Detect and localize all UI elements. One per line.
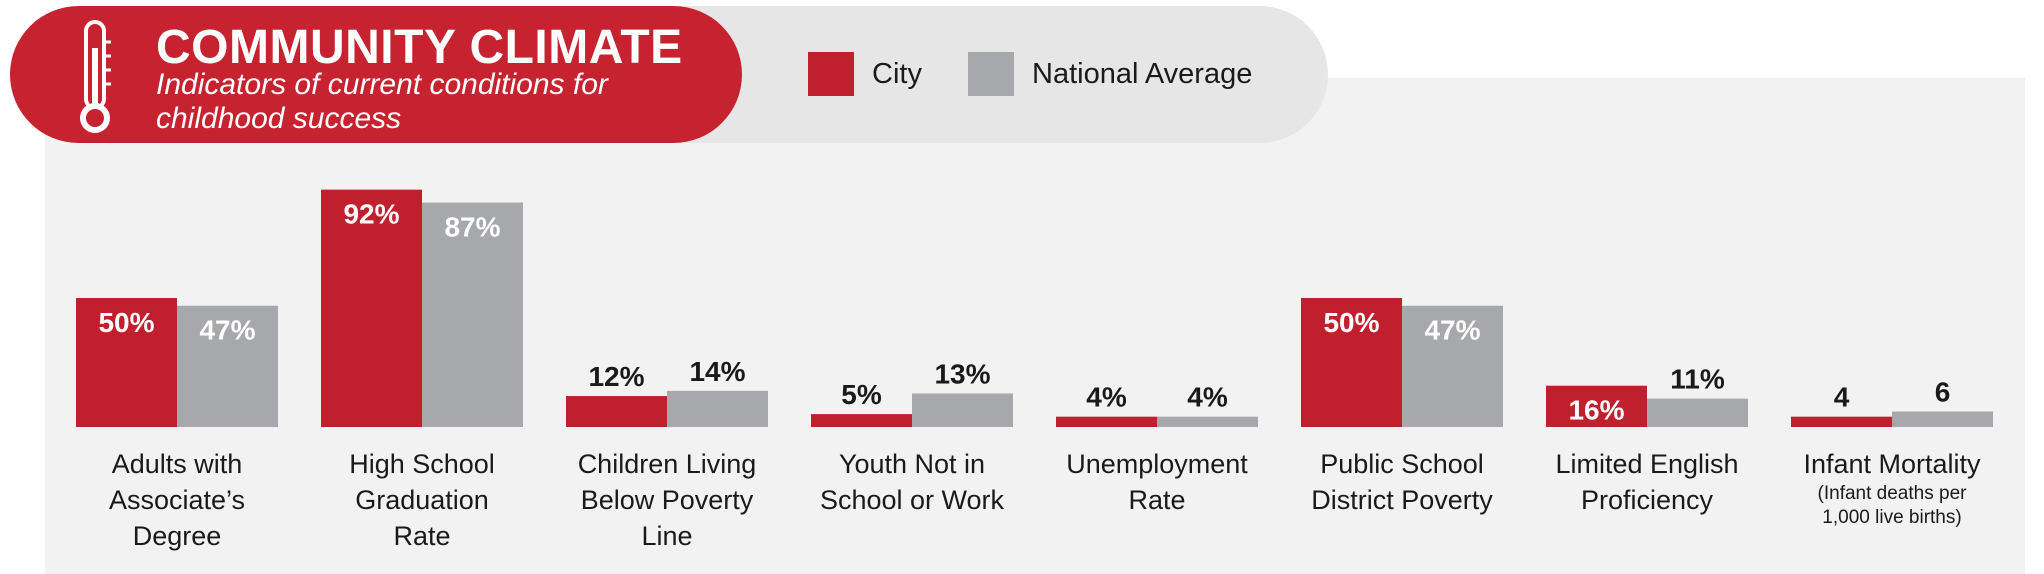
- legend-item-city: City: [808, 52, 922, 96]
- bar-city-unemployment-rate: [1056, 416, 1157, 427]
- category-label-text: Unemployment Rate: [1066, 449, 1248, 515]
- legend-label-national: National Average: [1032, 57, 1253, 90]
- bar-national-public-school-district-poverty: [1402, 305, 1503, 427]
- value-label-national-high-school-graduation-rate: 87%: [444, 212, 500, 243]
- category-label-text: High School Graduation Rate: [349, 449, 495, 551]
- bar-national-children-living-below-poverty-line: [667, 390, 768, 427]
- header-banner: COMMUNITY CLIMATE Indicators of current …: [10, 6, 742, 143]
- category-label-children-living-below-poverty-line: Children Living Below Poverty Line: [547, 446, 787, 554]
- value-label-city-high-school-graduation-rate: 92%: [343, 199, 399, 230]
- legend-item-national: National Average: [968, 52, 1252, 96]
- value-label-national-limited-english-proficiency: 11%: [1670, 364, 1725, 395]
- value-label-city-unemployment-rate: 4%: [1086, 382, 1127, 413]
- bar-city-infant-mortality: [1791, 416, 1892, 427]
- category-label-text: Limited English Proficiency: [1555, 449, 1739, 515]
- legend-label-city: City: [872, 57, 922, 90]
- value-label-city-public-school-district-poverty: 50%: [1323, 307, 1379, 338]
- value-label-city-infant-mortality: 4: [1834, 382, 1850, 413]
- bar-city-public-school-district-poverty: [1301, 298, 1402, 427]
- category-label-text: Children Living Below Poverty Line: [577, 449, 757, 551]
- category-label-high-school-graduation-rate: High School Graduation Rate: [302, 446, 542, 554]
- bar-national-unemployment-rate: [1157, 416, 1258, 427]
- value-label-city-youth-not-in-school-or-work: 5%: [841, 379, 882, 410]
- category-label-infant-mortality: Infant Mortality (Infant deaths per 1,000 …: [1772, 446, 2012, 530]
- chart-subtitle: Indicators of current conditions for chi…: [156, 68, 608, 135]
- bar-national-infant-mortality: [1892, 411, 1993, 427]
- legend-swatch-national: [968, 52, 1014, 96]
- category-label-public-school-district-poverty: Public School District Poverty: [1282, 446, 1522, 518]
- category-label-text: Youth Not in School or Work: [819, 449, 1005, 515]
- bar-national-high-school-graduation-rate: [422, 202, 523, 427]
- category-label-limited-english-proficiency: Limited English Proficiency: [1527, 446, 1767, 518]
- value-label-national-children-living-below-poverty-line: 14%: [689, 356, 745, 387]
- chart-title: COMMUNITY CLIMATE: [156, 21, 683, 74]
- category-label-unemployment-rate: Unemployment Rate: [1037, 446, 1277, 518]
- value-label-national-adults-with-associate-s-degree: 47%: [199, 315, 255, 346]
- value-label-city-adults-with-associate-s-degree: 50%: [98, 307, 154, 338]
- value-label-national-public-school-district-poverty: 47%: [1424, 315, 1480, 346]
- value-label-national-youth-not-in-school-or-work: 13%: [934, 358, 990, 389]
- value-label-city-limited-english-proficiency: 16%: [1568, 395, 1624, 426]
- category-label-adults-with-associate-s-degree: Adults with Associate’s Degree: [57, 446, 297, 554]
- legend-swatch-city: [808, 52, 854, 96]
- category-note-infant-mortality: (Infant deaths per 1,000 live births): [1817, 483, 1967, 528]
- value-label-city-children-living-below-poverty-line: 12%: [588, 361, 644, 392]
- value-label-national-unemployment-rate: 4%: [1187, 382, 1228, 413]
- category-label-text: Adults with Associate’s Degree: [108, 449, 246, 551]
- bar-national-youth-not-in-school-or-work: [912, 393, 1013, 427]
- bar-city-children-living-below-poverty-line: [566, 396, 667, 427]
- category-label-youth-not-in-school-or-work: Youth Not in School or Work: [792, 446, 1032, 518]
- bar-national-limited-english-proficiency: [1647, 398, 1748, 427]
- bar-national-adults-with-associate-s-degree: [177, 305, 278, 427]
- category-label-text: Public School District Poverty: [1311, 449, 1493, 515]
- bar-city-limited-english-proficiency: [1546, 385, 1647, 427]
- thermometer-icon: [80, 20, 111, 133]
- value-label-national-infant-mortality: 6: [1935, 377, 1951, 408]
- category-label-text: Infant Mortality: [1803, 449, 1981, 479]
- bar-city-youth-not-in-school-or-work: [811, 414, 912, 427]
- bar-city-high-school-graduation-rate: [321, 189, 422, 427]
- bar-city-adults-with-associate-s-degree: [76, 298, 177, 427]
